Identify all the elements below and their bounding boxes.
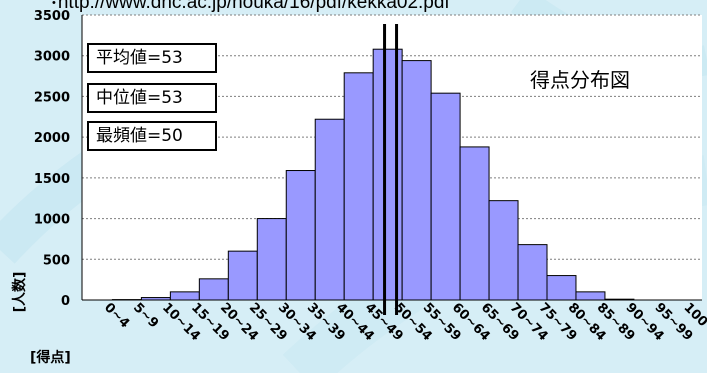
source-url[interactable]: http://www.dnc.ac.jp/houka/16/pdf/kekka0…: [52, 0, 450, 14]
mean-median-markers: [383, 24, 399, 315]
bar-15~19: [169, 291, 200, 301]
bar-35~39: [285, 170, 316, 301]
chart-title: 得点分布図: [530, 68, 630, 92]
bar-45~49: [343, 72, 374, 301]
x-tick-label: 5~9: [130, 300, 161, 331]
y-tick-label: 500: [43, 253, 70, 268]
y-axis-label: [人数]: [12, 271, 28, 313]
y-tick-label: 2500: [34, 90, 70, 105]
bar-40~44: [314, 118, 345, 301]
bar-55~59: [401, 60, 432, 301]
y-tick-label: 3000: [34, 50, 70, 65]
y-tick-label: 1000: [34, 213, 70, 228]
bar-30~34: [256, 218, 287, 301]
y-tick-label: 0: [61, 294, 70, 309]
x-tick-labels: 0~45~910~1415~1920~2425~2930~3435~3940~4…: [101, 300, 707, 344]
bar-65~69: [459, 146, 490, 301]
bar-60~64: [430, 92, 461, 301]
x-axis-label: [得点]: [30, 350, 71, 366]
bar-80~84: [546, 275, 577, 301]
bar-20~24: [198, 278, 229, 301]
x-tick-label: 0~4: [101, 300, 132, 331]
median-box: 中位値=53: [87, 83, 217, 113]
y-tick-label: 3500: [34, 9, 70, 24]
bar-75~79: [517, 244, 548, 301]
axes: [81, 15, 702, 301]
y-tick-label: 2000: [34, 131, 70, 146]
y-tick-label: 1500: [34, 172, 70, 187]
mean-box: 平均値=53: [87, 43, 217, 73]
mode-box: 最頻値=50: [87, 121, 217, 151]
bar-70~74: [488, 200, 519, 301]
bar-85~89: [575, 291, 606, 301]
bar-25~29: [227, 250, 258, 301]
y-tick-labels: 0 500 1000 1500 2000 2500 3000 3500: [34, 9, 70, 309]
